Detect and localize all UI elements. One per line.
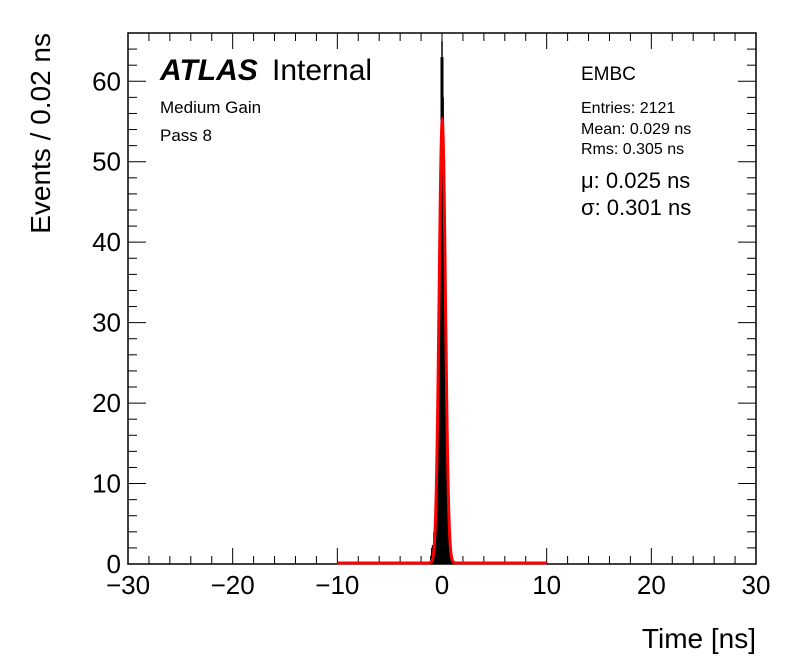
x-tick-label: 20: [637, 570, 666, 600]
fit-mu: μ: 0.025 ns: [581, 168, 690, 193]
y-tick-labels: 0 10 20 30 40 50 60: [92, 66, 121, 579]
region-label: EMBC: [581, 64, 636, 85]
x-tick-label: 30: [742, 570, 771, 600]
x-tick-label: −20: [211, 570, 255, 600]
atlas-label: ATLAS: [159, 54, 258, 87]
y-tick-label: 20: [92, 388, 121, 418]
x-tick-label: −30: [106, 570, 150, 600]
internal-label: Internal: [272, 54, 372, 87]
y-tick-label: 40: [92, 227, 121, 257]
x-tick-labels: −30 −20 −10 0 10 20 30: [106, 570, 771, 600]
gain-label: Medium Gain: [160, 98, 261, 117]
y-tick-label: 50: [92, 147, 121, 177]
y-tick-label: 30: [92, 308, 121, 338]
gaussian-fit-curve: [337, 115, 547, 565]
axis-ticks: [127, 32, 757, 565]
pass-label: Pass 8: [160, 126, 212, 145]
entries-stat: Entries: 2121: [581, 100, 675, 117]
x-tick-label: 0: [435, 570, 449, 600]
y-tick-label: 10: [92, 469, 121, 499]
x-tick-label: −10: [315, 570, 359, 600]
y-tick-label: 0: [107, 549, 121, 579]
mean-stat: Mean: 0.029 ns: [581, 121, 691, 138]
x-tick-label: 10: [532, 570, 561, 600]
fit-sigma: σ: 0.301 ns: [581, 195, 691, 220]
y-tick-label: 60: [92, 66, 121, 96]
x-axis-label: Time [ns]: [642, 623, 756, 654]
rms-stat: Rms: 0.305 ns: [581, 141, 684, 158]
y-axis-label: Events / 0.02 ns: [25, 33, 56, 234]
